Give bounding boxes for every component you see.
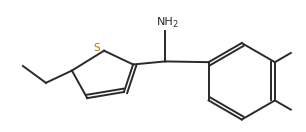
Text: S: S — [94, 43, 100, 53]
Text: 2: 2 — [172, 20, 177, 29]
Text: NH: NH — [157, 17, 174, 27]
